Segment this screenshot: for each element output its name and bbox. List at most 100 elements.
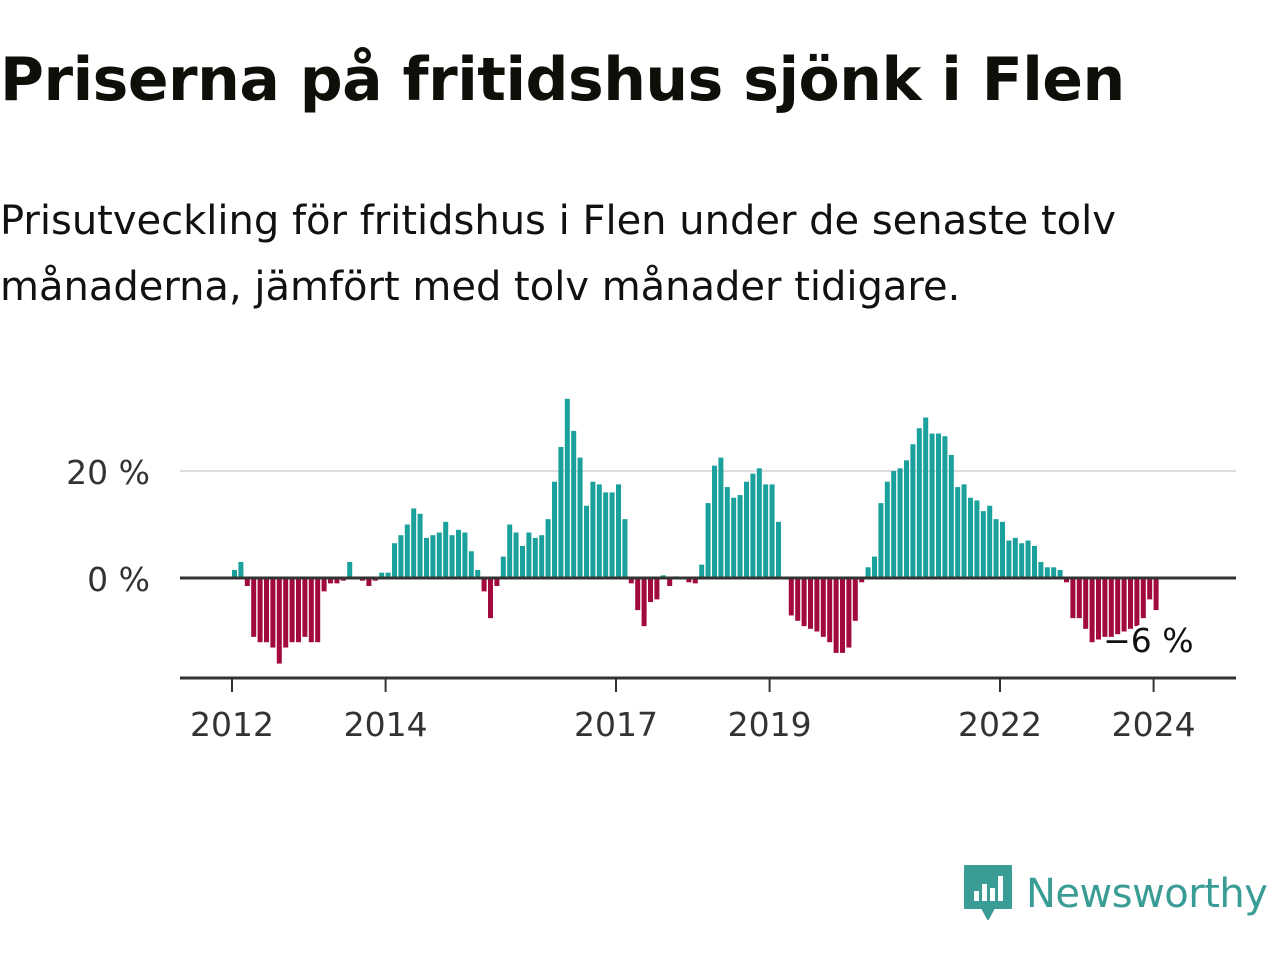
bar [648, 578, 653, 603]
bar [1044, 567, 1050, 578]
bar [590, 481, 596, 578]
bar [904, 460, 909, 578]
bar [622, 519, 628, 578]
bar [936, 433, 941, 578]
bar [1057, 569, 1063, 578]
bar [942, 436, 948, 578]
bar [379, 572, 385, 578]
bar [584, 505, 589, 578]
bar [968, 497, 973, 578]
bar [872, 556, 877, 578]
bar [641, 578, 647, 627]
bar [430, 535, 436, 578]
x-tick-label: 2014 [344, 705, 428, 744]
x-tick-label: 2017 [574, 705, 658, 744]
bar [596, 484, 602, 579]
last-value-label: −6 % [1103, 621, 1194, 660]
bar [513, 532, 519, 578]
bar [1121, 578, 1127, 632]
bar [865, 567, 871, 578]
bar [475, 569, 481, 578]
bar [296, 578, 301, 643]
bar [788, 578, 794, 616]
bar [462, 532, 468, 578]
bar [916, 428, 922, 578]
bar [814, 578, 820, 632]
bar [289, 578, 295, 643]
bar [1140, 578, 1146, 619]
bar [961, 484, 967, 579]
bar [1019, 543, 1025, 578]
bar [488, 578, 493, 619]
bar [846, 578, 852, 648]
bar [571, 430, 577, 579]
bar [232, 569, 237, 578]
bar [667, 578, 673, 587]
bar [923, 417, 929, 578]
bar [334, 578, 340, 584]
bar [891, 471, 897, 578]
bar [1006, 540, 1012, 578]
bar [385, 572, 391, 578]
bar [1000, 521, 1005, 578]
bar [801, 578, 807, 627]
bar [577, 457, 583, 578]
bar [257, 578, 263, 643]
x-tick-label: 2019 [728, 705, 812, 744]
bar-chart: 0 % 20 % 2012 2014 2017 2019 2022 2024 −6 % [66, 398, 1236, 744]
chart-title: Priserna på fritidshus sjönk i Flen [0, 45, 1125, 115]
newsworthy-logo[interactable]: Newsworthy [962, 862, 1268, 926]
bar [1134, 578, 1140, 627]
bar [827, 578, 833, 643]
bar [1076, 578, 1082, 619]
bar [1070, 578, 1076, 619]
bar [398, 535, 404, 578]
bar [321, 578, 327, 592]
bar [404, 524, 410, 578]
bar [1083, 578, 1089, 629]
bar [1051, 567, 1057, 578]
bar [1032, 545, 1037, 578]
bar [1038, 561, 1044, 578]
bar [366, 578, 372, 587]
bar [302, 578, 308, 637]
bar [718, 457, 724, 578]
bar [1128, 578, 1133, 629]
bar [1147, 578, 1153, 600]
bar [686, 578, 692, 583]
bar [545, 519, 551, 578]
bar [1096, 578, 1101, 640]
bar [539, 535, 545, 578]
bar [744, 481, 749, 578]
bar [840, 578, 845, 653]
bar [878, 503, 884, 578]
bar [283, 578, 289, 648]
bar [616, 484, 621, 579]
bar [449, 535, 455, 578]
bar [251, 578, 257, 637]
bar [1153, 578, 1159, 611]
bar [635, 578, 641, 611]
bar [820, 578, 826, 637]
bar [910, 444, 916, 578]
bar [654, 578, 660, 600]
bar [526, 532, 532, 578]
bar [244, 578, 250, 587]
bar [955, 487, 961, 578]
bar [737, 495, 743, 578]
bar [411, 508, 417, 578]
bar [494, 578, 500, 587]
bar [417, 513, 423, 578]
bar [552, 481, 557, 578]
bar [443, 521, 449, 578]
bar [756, 468, 762, 578]
bar [808, 578, 813, 629]
bar [1089, 578, 1095, 643]
bar [974, 500, 980, 578]
bar [456, 529, 461, 578]
bar [238, 561, 244, 578]
bar [1115, 578, 1121, 635]
bar [852, 578, 858, 621]
bar [481, 578, 487, 592]
bar [564, 398, 570, 578]
